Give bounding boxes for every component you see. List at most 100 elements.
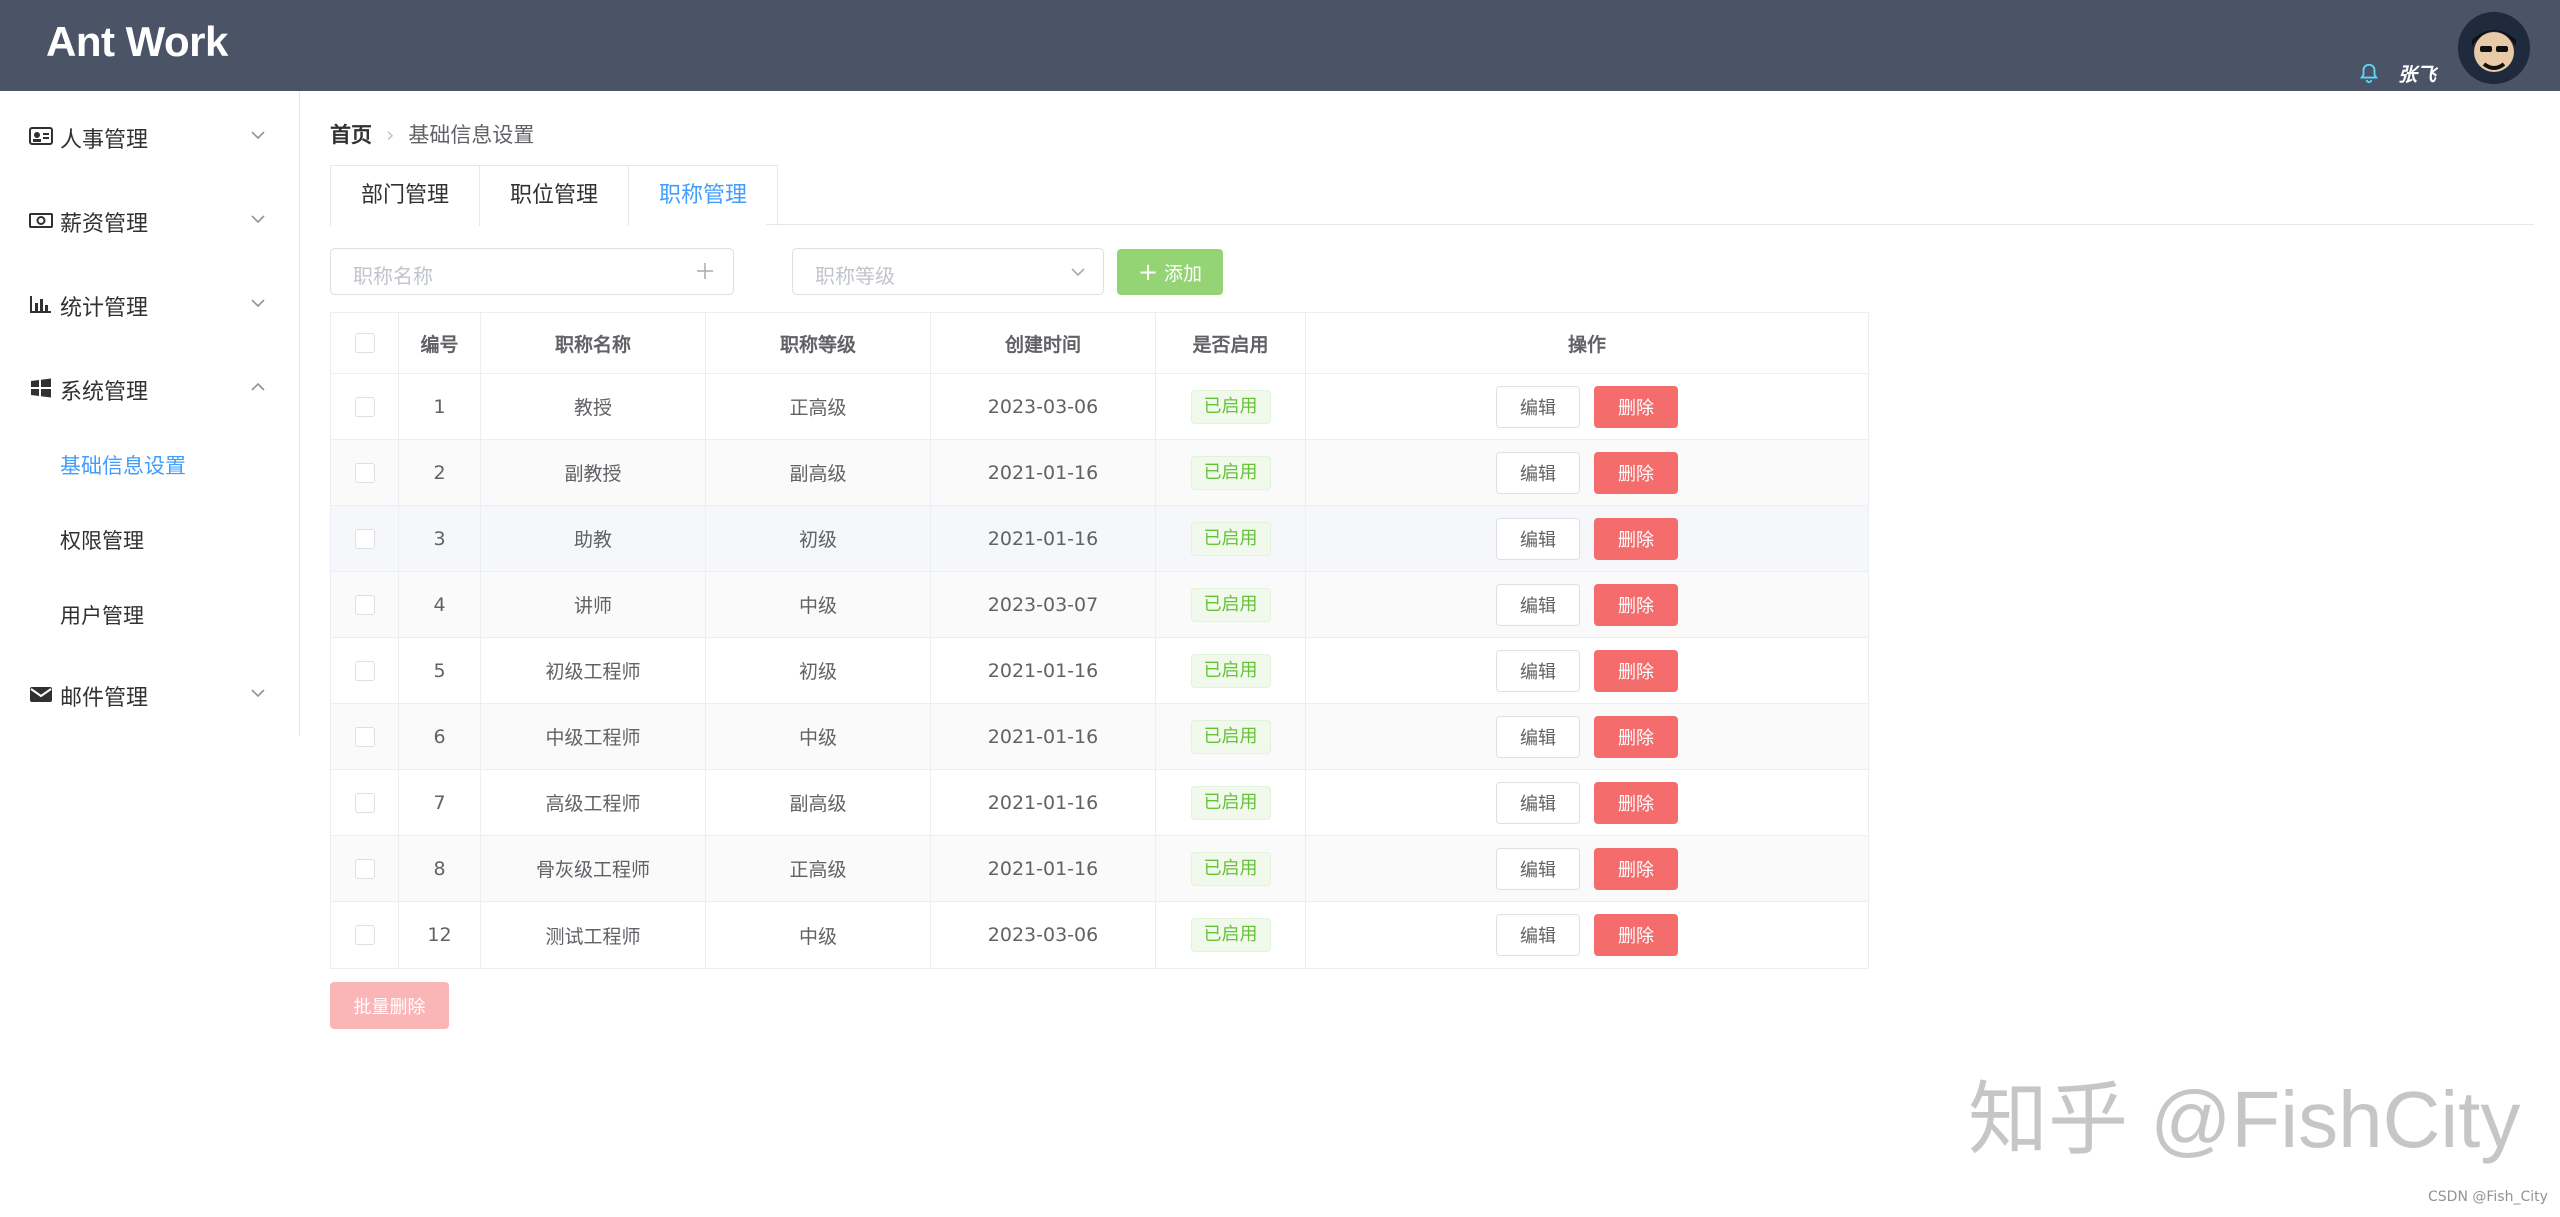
sidebar-subitem-basic-info[interactable]: 基础信息设置: [60, 454, 186, 478]
header-select-cell: [331, 313, 399, 373]
edit-button[interactable]: 编辑: [1496, 385, 1580, 428]
cell-enabled: 已启用: [1156, 572, 1306, 637]
sidebar-item-hr[interactable]: 人事管理: [0, 106, 299, 166]
sidebar: 人事管理 薪资管理 统计管理 系统管理: [0, 91, 300, 736]
row-checkbox[interactable]: [354, 594, 375, 615]
cell-actions: 编辑 删除: [1306, 902, 1868, 968]
row-checkbox[interactable]: [354, 660, 375, 681]
windows-icon: [31, 378, 51, 398]
row-select-cell: [331, 770, 399, 835]
header-created: 创建时间: [931, 313, 1156, 373]
row-select-cell: [331, 836, 399, 901]
cell-actions: 编辑 删除: [1306, 638, 1868, 703]
cell-created: 2021-01-16: [931, 440, 1156, 505]
status-badge: 已启用: [1190, 785, 1271, 820]
edit-button[interactable]: 编辑: [1496, 914, 1580, 956]
row-select-cell: [331, 704, 399, 769]
row-select-cell: [331, 638, 399, 703]
row-checkbox[interactable]: [354, 462, 375, 483]
cell-created: 2023-03-06: [931, 902, 1156, 968]
edit-button[interactable]: 编辑: [1496, 517, 1580, 560]
cell-created: 2023-03-06: [931, 374, 1156, 439]
chevron-down-icon: [1071, 268, 1085, 277]
tab-job-title[interactable]: 职称管理: [629, 166, 778, 226]
delete-button[interactable]: 删除: [1594, 914, 1678, 956]
sidebar-item-mail[interactable]: 邮件管理: [0, 664, 299, 724]
status-badge: 已启用: [1190, 389, 1271, 424]
row-checkbox[interactable]: [354, 858, 375, 879]
status-badge: 已启用: [1190, 918, 1271, 952]
cell-enabled: 已启用: [1156, 770, 1306, 835]
sidebar-subitem-users[interactable]: 用户管理: [60, 604, 144, 628]
tab-position[interactable]: 职位管理: [480, 166, 630, 226]
select-all-checkbox[interactable]: [354, 333, 375, 353]
edit-button[interactable]: 编辑: [1496, 781, 1580, 824]
app-logo[interactable]: Ant Work: [46, 18, 228, 65]
sidebar-item-stats[interactable]: 统计管理: [0, 274, 299, 334]
cell-enabled: 已启用: [1156, 638, 1306, 703]
chevron-down-icon: [251, 215, 265, 224]
cell-level: 中级: [706, 902, 931, 968]
plus-icon[interactable]: [695, 261, 715, 281]
breadcrumb-current: 基础信息设置: [408, 123, 535, 147]
delete-button[interactable]: 删除: [1594, 847, 1678, 890]
watermark: 知乎 @FishCity: [1968, 1075, 2521, 1164]
avatar[interactable]: [2458, 12, 2530, 84]
job-title-table: 编号 职称名称 职称等级 创建时间 是否启用 操作 1 教授 正高级 2023-03-…: [330, 312, 1869, 969]
sidebar-subitem-permissions[interactable]: 权限管理: [60, 529, 144, 553]
sidebar-item-label: 薪资管理: [60, 212, 149, 237]
cell-name: 高级工程师: [481, 770, 706, 835]
title-level-select[interactable]: 职称等级: [792, 248, 1104, 295]
username[interactable]: 张飞: [2398, 64, 2437, 86]
edit-button[interactable]: 编辑: [1496, 847, 1580, 890]
row-select-cell: [331, 902, 399, 968]
table-header-row: 编号 职称名称 职称等级 创建时间 是否启用 操作: [331, 313, 1868, 374]
row-checkbox[interactable]: [354, 528, 375, 549]
tab-bar: 部门管理 职位管理 职称管理: [330, 165, 779, 226]
cell-actions: 编辑 删除: [1306, 836, 1868, 901]
row-checkbox[interactable]: [354, 726, 375, 747]
title-name-input[interactable]: 职称名称: [330, 248, 734, 295]
sidebar-item-label: 系统管理: [60, 380, 149, 405]
breadcrumb-home[interactable]: 首页: [330, 123, 372, 147]
cell-level: 正高级: [706, 836, 931, 901]
batch-delete-button[interactable]: 批量删除: [330, 982, 449, 1029]
delete-button[interactable]: 删除: [1594, 517, 1678, 560]
bell-icon[interactable]: [2358, 62, 2380, 84]
row-checkbox[interactable]: [354, 925, 375, 945]
delete-button[interactable]: 删除: [1594, 451, 1678, 494]
status-badge: 已启用: [1190, 521, 1271, 556]
sidebar-item-system[interactable]: 系统管理: [0, 358, 299, 418]
row-checkbox[interactable]: [354, 396, 375, 417]
delete-button[interactable]: 删除: [1594, 649, 1678, 692]
header-name: 职称名称: [481, 313, 706, 373]
cell-level: 初级: [706, 506, 931, 571]
cell-id: 12: [399, 902, 481, 968]
status-badge: 已启用: [1190, 455, 1271, 490]
delete-button[interactable]: 删除: [1594, 583, 1678, 626]
chevron-right-icon: ›: [386, 123, 395, 147]
delete-button[interactable]: 删除: [1594, 781, 1678, 824]
edit-button[interactable]: 编辑: [1496, 451, 1580, 494]
bar-chart-icon: [30, 296, 51, 313]
table-row: 12 测试工程师 中级 2023-03-06 已启用 编辑 删除: [331, 902, 1868, 968]
edit-button[interactable]: 编辑: [1496, 715, 1580, 758]
add-button[interactable]: + 添加: [1117, 249, 1223, 295]
envelope-icon: [30, 687, 52, 702]
cell-level: 副高级: [706, 770, 931, 835]
table-row: 3 助教 初级 2021-01-16 已启用 编辑 删除: [331, 506, 1868, 572]
tab-department[interactable]: 部门管理: [331, 166, 481, 226]
sidebar-item-label: 邮件管理: [60, 686, 149, 711]
cell-actions: 编辑 删除: [1306, 440, 1868, 505]
row-checkbox[interactable]: [354, 792, 375, 813]
delete-button[interactable]: 删除: [1594, 385, 1678, 428]
delete-button[interactable]: 删除: [1594, 715, 1678, 758]
cell-level: 副高级: [706, 440, 931, 505]
edit-button[interactable]: 编辑: [1496, 649, 1580, 692]
header-id: 编号: [399, 313, 481, 373]
cell-name: 讲师: [481, 572, 706, 637]
table-row: 2 副教授 副高级 2021-01-16 已启用 编辑 删除: [331, 440, 1868, 506]
edit-button[interactable]: 编辑: [1496, 583, 1580, 626]
sidebar-item-salary[interactable]: 薪资管理: [0, 190, 299, 250]
cell-id: 4: [399, 572, 481, 637]
